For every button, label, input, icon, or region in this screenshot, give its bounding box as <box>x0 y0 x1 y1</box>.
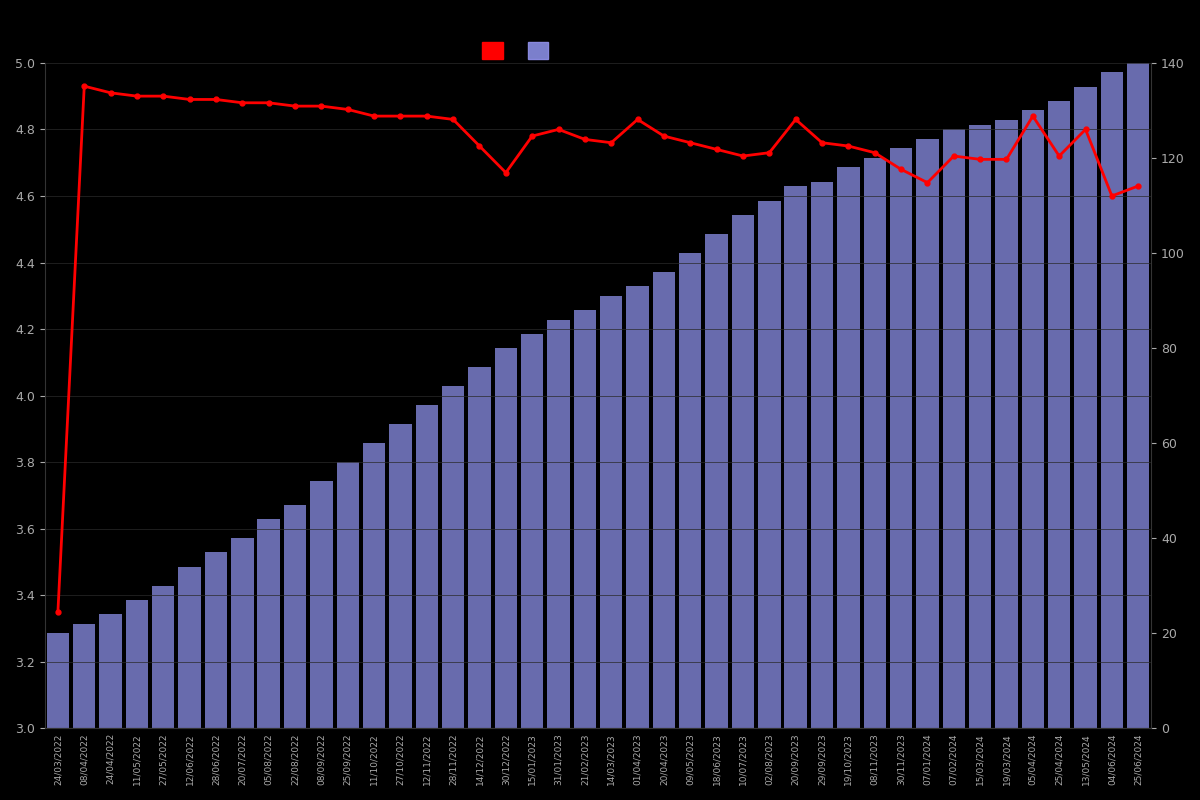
Bar <box>838 167 859 728</box>
Bar <box>1048 101 1070 728</box>
Bar <box>126 600 148 728</box>
Bar <box>100 614 121 728</box>
Bar <box>864 158 886 728</box>
Bar <box>995 120 1018 728</box>
Bar <box>1021 110 1044 728</box>
Bar <box>653 272 676 728</box>
Bar <box>942 130 965 728</box>
Bar <box>310 481 332 728</box>
Bar <box>389 424 412 728</box>
Bar <box>258 519 280 728</box>
Bar <box>600 296 623 728</box>
Bar <box>732 215 754 728</box>
Bar <box>362 443 385 728</box>
Bar <box>547 319 570 728</box>
Bar <box>679 253 702 728</box>
Bar <box>1100 72 1123 728</box>
Bar <box>232 538 253 728</box>
Bar <box>152 586 174 728</box>
Bar <box>336 462 359 728</box>
Bar <box>626 286 649 728</box>
Bar <box>574 310 596 728</box>
Bar <box>917 139 938 728</box>
Bar <box>890 149 912 728</box>
Bar <box>521 334 544 728</box>
Bar <box>415 405 438 728</box>
Bar <box>179 566 200 728</box>
Bar <box>468 367 491 728</box>
Bar <box>284 505 306 728</box>
Bar <box>785 186 806 728</box>
Bar <box>758 201 780 728</box>
Bar <box>968 125 991 728</box>
Bar <box>494 348 517 728</box>
Bar <box>73 624 96 728</box>
Bar <box>47 634 70 728</box>
Legend: , : , <box>476 37 565 65</box>
Bar <box>706 234 728 728</box>
Bar <box>811 182 833 728</box>
Bar <box>1127 63 1150 728</box>
Bar <box>442 386 464 728</box>
Bar <box>1074 86 1097 728</box>
Bar <box>205 553 227 728</box>
